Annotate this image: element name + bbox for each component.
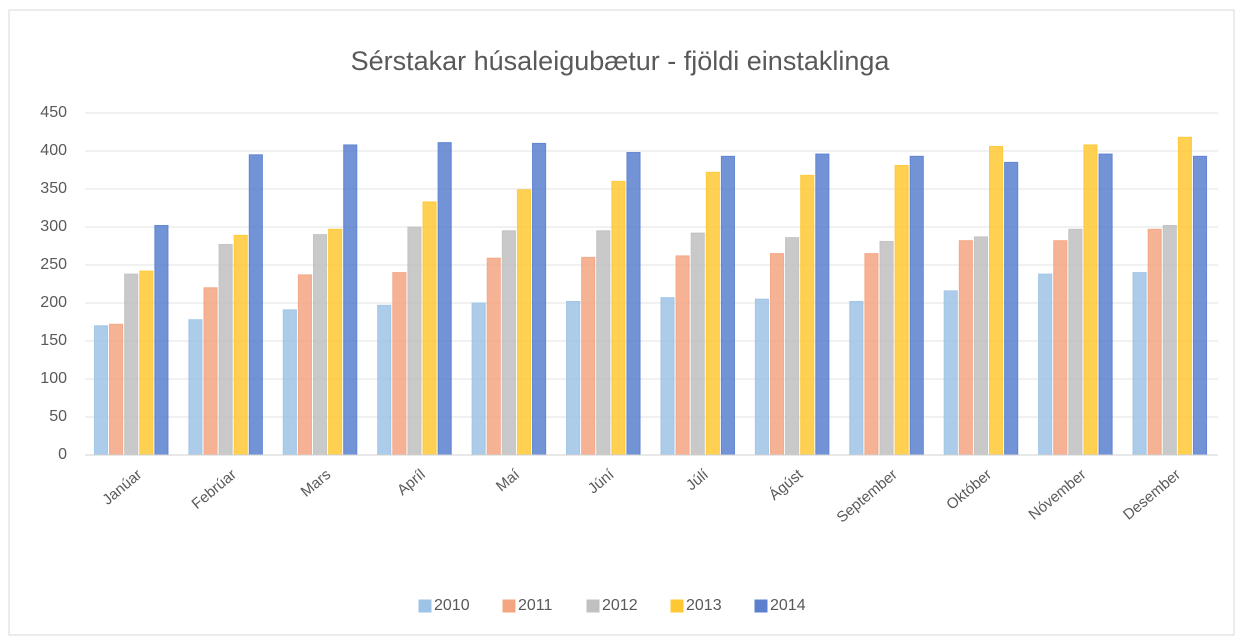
bar bbox=[785, 237, 800, 456]
y-tick-label: 450 bbox=[40, 104, 67, 121]
bar bbox=[93, 325, 109, 456]
y-tick-label: 400 bbox=[40, 142, 67, 159]
legend-swatch bbox=[586, 599, 600, 613]
legend-label: 2014 bbox=[770, 597, 806, 614]
bar bbox=[909, 155, 924, 456]
bar bbox=[282, 309, 297, 456]
bar bbox=[343, 144, 358, 456]
bar bbox=[566, 300, 581, 456]
bar bbox=[248, 154, 263, 456]
bar bbox=[849, 300, 864, 456]
bar bbox=[1162, 224, 1177, 456]
chart-title: Sérstakar húsaleigubætur - fjöldi einsta… bbox=[351, 46, 891, 76]
bar bbox=[973, 236, 989, 456]
bar bbox=[1038, 273, 1053, 456]
legend-label: 2010 bbox=[434, 597, 470, 614]
y-tick-label: 0 bbox=[58, 446, 67, 463]
legend-label: 2013 bbox=[686, 597, 722, 614]
legend-label: 2012 bbox=[602, 597, 638, 614]
legend-swatch bbox=[418, 599, 432, 613]
bar bbox=[233, 234, 248, 456]
bar bbox=[516, 189, 532, 456]
bar bbox=[422, 201, 437, 456]
bar bbox=[705, 171, 720, 456]
bar bbox=[154, 224, 169, 456]
bar bbox=[124, 273, 139, 456]
bar bbox=[1068, 228, 1083, 456]
bar bbox=[1098, 153, 1113, 456]
bar bbox=[581, 256, 596, 456]
bar bbox=[486, 257, 501, 456]
bar bbox=[203, 287, 218, 456]
bar bbox=[1192, 155, 1208, 456]
bar bbox=[1004, 161, 1019, 456]
y-tick-label: 250 bbox=[40, 256, 67, 273]
y-tick-label: 350 bbox=[40, 180, 67, 197]
bar bbox=[501, 230, 516, 456]
bar bbox=[218, 243, 233, 456]
bar bbox=[471, 302, 486, 456]
bar bbox=[660, 297, 675, 456]
legend-swatch bbox=[502, 599, 516, 613]
bar bbox=[188, 319, 203, 456]
bar bbox=[1053, 240, 1068, 456]
bar bbox=[139, 270, 154, 456]
bar bbox=[407, 226, 422, 456]
bar bbox=[894, 164, 909, 456]
bar bbox=[989, 145, 1004, 456]
bar bbox=[392, 272, 407, 456]
y-tick-label: 100 bbox=[40, 370, 67, 387]
bar bbox=[1177, 136, 1192, 456]
bar bbox=[800, 174, 815, 456]
bar bbox=[720, 155, 735, 456]
bar bbox=[626, 152, 641, 456]
bar bbox=[690, 232, 705, 456]
bar bbox=[328, 228, 343, 456]
bar bbox=[864, 253, 879, 456]
bar bbox=[532, 142, 547, 456]
bar bbox=[297, 274, 312, 456]
y-tick-label: 200 bbox=[40, 294, 67, 311]
legend-swatch bbox=[670, 599, 684, 613]
legend-label: 2011 bbox=[518, 597, 553, 614]
bar bbox=[596, 230, 611, 456]
bar bbox=[754, 298, 769, 456]
bar bbox=[675, 255, 690, 456]
bar bbox=[879, 240, 894, 456]
bar bbox=[312, 234, 328, 456]
bar bbox=[958, 240, 973, 456]
bar bbox=[611, 180, 626, 456]
y-tick-label: 300 bbox=[40, 218, 67, 235]
bar bbox=[815, 153, 830, 456]
y-tick-label: 50 bbox=[49, 408, 67, 425]
y-tick-label: 150 bbox=[40, 332, 67, 349]
bar bbox=[1147, 228, 1162, 456]
bar bbox=[1083, 144, 1098, 456]
bar bbox=[1132, 272, 1147, 456]
bar bbox=[377, 304, 392, 456]
bar bbox=[769, 253, 785, 456]
bar bbox=[943, 290, 958, 456]
bar bbox=[437, 142, 452, 456]
legend-swatch bbox=[754, 599, 768, 613]
bar bbox=[109, 323, 124, 456]
